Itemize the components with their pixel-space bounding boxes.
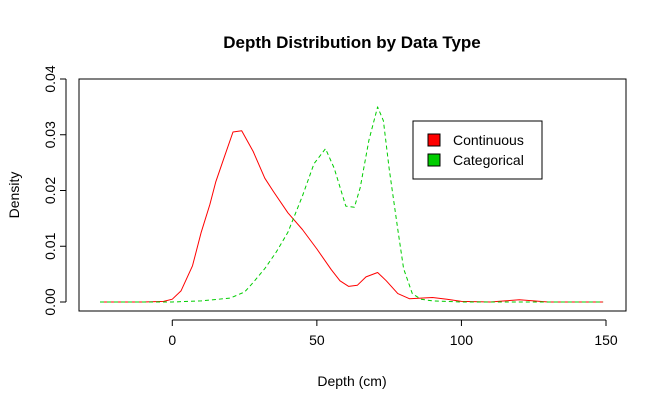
legend-swatch-categorical	[427, 153, 441, 167]
x-axis-label: Depth (cm)	[317, 373, 386, 389]
chart-title: Depth Distribution by Data Type	[223, 33, 481, 52]
x-tick-label: 150	[594, 332, 618, 348]
series-layer	[100, 106, 604, 303]
y-tick-label: 0.00	[42, 288, 58, 315]
y-axis: 0.00 0.01 0.02 0.03 0.04	[42, 65, 67, 316]
legend-box	[412, 120, 543, 180]
series-line-categorical	[100, 106, 604, 303]
x-tick-label: 50	[309, 332, 325, 348]
plot-frame	[78, 78, 627, 312]
y-tick-label: 0.03	[42, 121, 58, 148]
y-axis-label: Density	[6, 172, 22, 219]
legend-label-categorical: Categorical	[453, 152, 524, 168]
x-tick-label: 0	[168, 332, 176, 348]
legend: Continuous Categorical	[412, 120, 543, 180]
x-tick-label: 100	[450, 332, 474, 348]
x-axis: 0 50 100 150	[168, 319, 618, 348]
y-tick-label: 0.01	[42, 232, 58, 259]
legend-label-continuous: Continuous	[453, 132, 524, 148]
legend-swatch-continuous	[427, 133, 441, 147]
y-tick-label: 0.04	[42, 65, 58, 92]
y-tick-label: 0.02	[42, 177, 58, 204]
